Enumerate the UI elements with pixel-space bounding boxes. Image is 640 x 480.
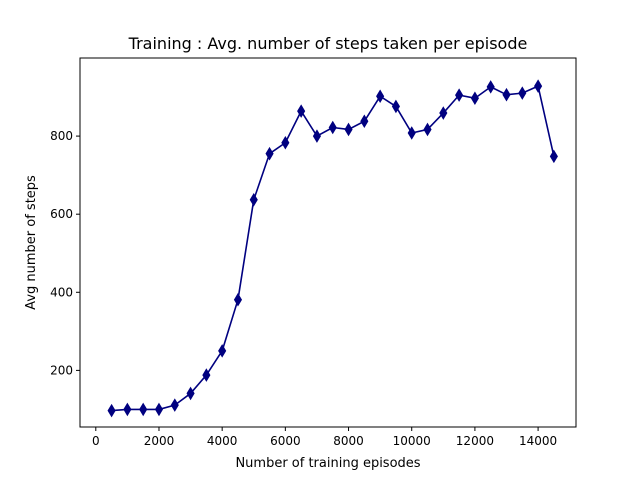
x-tick-label: 14000: [519, 434, 557, 448]
data-point-marker: [502, 87, 511, 102]
data-point-marker: [107, 403, 116, 418]
data-point-marker: [249, 192, 258, 207]
data-point-marker: [423, 122, 432, 137]
chart-title: Training : Avg. number of steps taken pe…: [128, 34, 528, 53]
data-point-marker: [439, 106, 448, 120]
data-point-marker: [233, 292, 243, 307]
x-tick-label: 4000: [207, 434, 238, 448]
data-point-marker: [312, 129, 322, 143]
data-point-marker: [549, 149, 558, 164]
data-point-marker: [455, 88, 464, 102]
x-tick-label: 12000: [456, 434, 494, 448]
data-point-marker: [470, 91, 479, 105]
y-tick-label: 400: [50, 285, 73, 299]
data-point-marker: [202, 368, 211, 382]
data-point-marker: [170, 398, 179, 412]
x-tick-label: 6000: [270, 434, 301, 448]
data-point-marker: [281, 135, 290, 150]
data-point-marker: [344, 122, 353, 137]
x-axis-label: Number of training episodes: [235, 456, 420, 471]
data-point-marker: [123, 402, 132, 417]
data-point-marker: [407, 126, 416, 140]
x-tick-label: 2000: [144, 434, 175, 448]
data-point-marker: [328, 120, 337, 135]
x-tick-label: 0: [92, 434, 100, 448]
y-axis-label: Avg number of steps: [24, 175, 39, 310]
x-axis: 0 2000 4000 6000 8000 10000 12000 14000: [92, 427, 557, 448]
data-point-marker: [518, 86, 527, 100]
data-point-marker: [186, 386, 195, 401]
y-tick-label: 600: [50, 207, 73, 221]
data-point-marker: [265, 146, 274, 161]
data-point-marker: [139, 402, 148, 417]
data-point-marker: [297, 104, 306, 118]
data-point-marker: [534, 79, 543, 93]
y-tick-label: 200: [50, 363, 73, 377]
data-point-marker: [154, 402, 164, 417]
data-point-marker: [376, 89, 385, 104]
data-point-marker: [486, 80, 495, 94]
plot-series: [107, 79, 558, 418]
y-axis: 200 400 600 800: [50, 129, 80, 377]
data-point-marker: [360, 114, 369, 129]
data-point-marker: [391, 99, 400, 114]
plot-area-frame: [79, 57, 577, 428]
x-tick-label: 8000: [333, 434, 364, 448]
y-tick-label: 800: [50, 129, 73, 143]
data-point-marker: [218, 344, 227, 358]
x-tick-label: 10000: [393, 434, 431, 448]
